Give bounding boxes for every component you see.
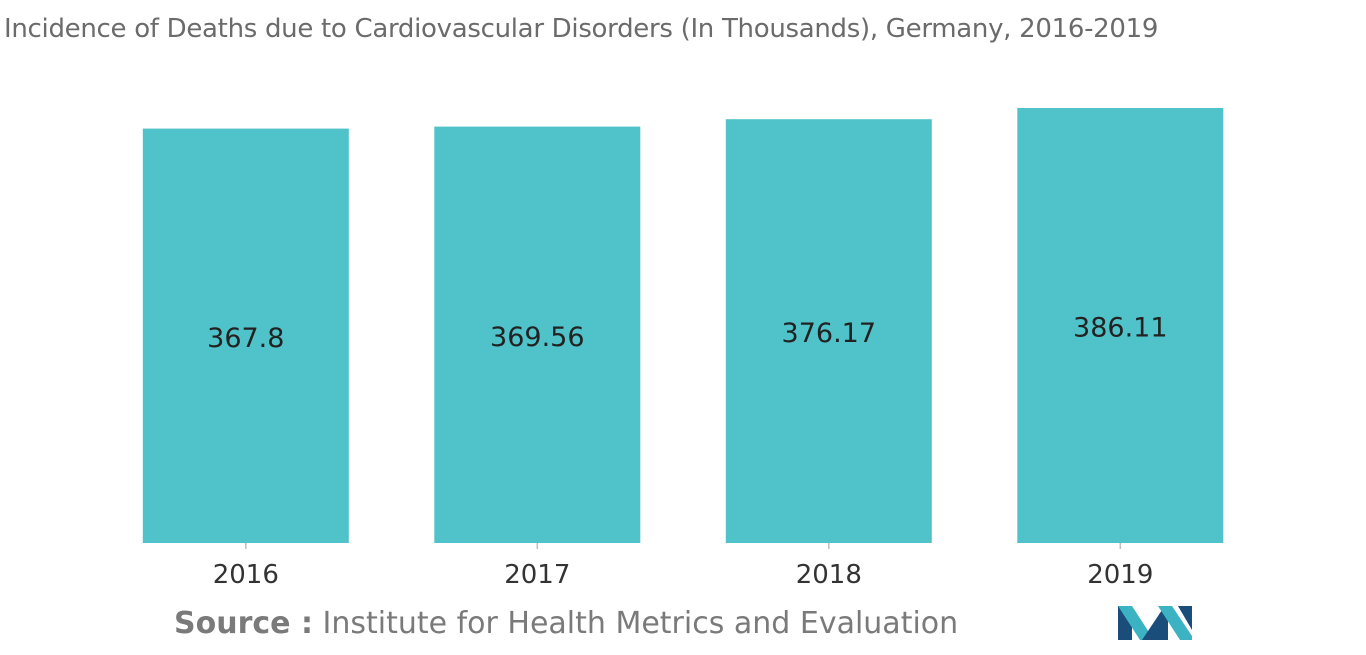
value-label-2018: 376.17	[782, 318, 876, 349]
bar-2019	[1017, 108, 1224, 543]
mordor-intelligence-logo-icon	[1118, 606, 1192, 640]
bar-2016	[142, 128, 349, 543]
source-note: Source : Institute for Health Metrics an…	[174, 606, 958, 641]
source-text: Institute for Health Metrics and Evaluat…	[322, 606, 959, 641]
x-tick-label-2019: 2019	[1087, 560, 1153, 590]
bar-2018	[725, 119, 932, 543]
x-tick-label-2016: 2016	[213, 560, 279, 590]
chart-title: Incidence of Deaths due to Cardiovascula…	[4, 14, 1159, 44]
x-tick-label-2018: 2018	[796, 560, 862, 590]
bar-2017	[434, 126, 641, 543]
source-label: Source :	[174, 606, 313, 641]
x-tick-label-2017: 2017	[504, 560, 570, 590]
value-label-2016: 367.8	[207, 323, 284, 354]
value-label-2019: 386.11	[1073, 313, 1167, 344]
value-label-2017: 369.56	[490, 322, 584, 353]
bar-chart: 367.8 2016 369.56 2017 376.17 2018 386.11 2019	[142, 108, 1224, 590]
